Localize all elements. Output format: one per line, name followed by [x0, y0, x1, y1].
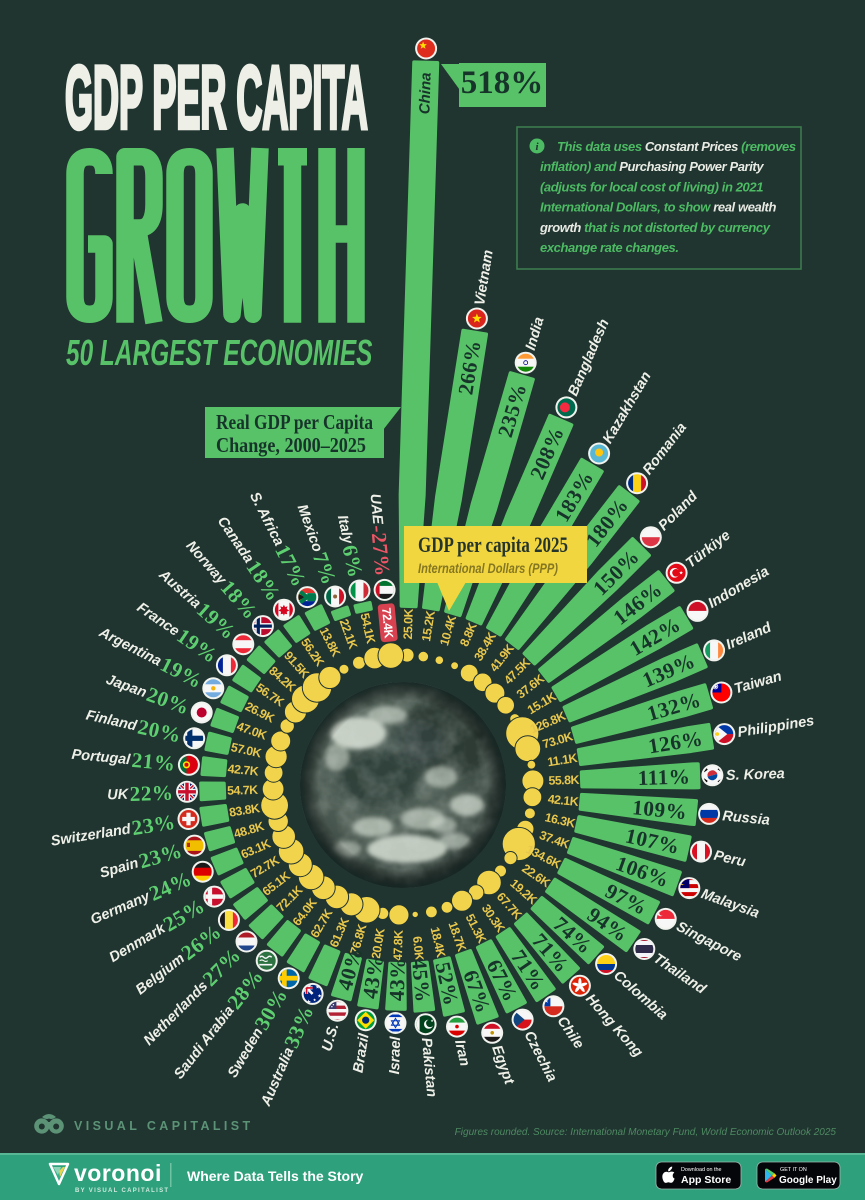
svg-text:20.0K: 20.0K [369, 927, 388, 960]
svg-text:BY VISUAL CAPITALIST: BY VISUAL CAPITALIST [75, 1188, 169, 1194]
svg-text:83.8K: 83.8K [228, 801, 261, 820]
svg-text:54.1K: 54.1K [357, 612, 377, 645]
svg-text:inflation) and Purchasing Powe: inflation) and Purchasing Power Parity [540, 159, 764, 174]
svg-text:voronoi: voronoi [74, 1160, 162, 1186]
svg-text:International Dollars, to show: International Dollars, to show real weal… [540, 200, 776, 215]
svg-text:55.8K: 55.8K [548, 773, 579, 788]
svg-text:43%: 43% [385, 957, 410, 1002]
svg-text:i: i [535, 141, 539, 153]
svg-text:Google Play: Google Play [779, 1175, 837, 1186]
svg-text:GDP per capita 2025: GDP per capita 2025 [418, 532, 568, 557]
svg-text:-27%: -27% [366, 524, 395, 577]
svg-text:Peru: Peru [712, 848, 747, 871]
svg-text:22%: 22% [129, 781, 174, 806]
svg-text:This data uses Constant Prices: This data uses Constant Prices (removes [557, 139, 796, 154]
svg-text:25.0K: 25.0K [401, 608, 416, 639]
svg-text:109%: 109% [631, 795, 688, 824]
svg-text:Figures rounded. Source: Inter: Figures rounded. Source: International M… [455, 1127, 837, 1138]
svg-text:Russia: Russia [722, 808, 771, 828]
svg-text:growth that is not distorted b: growth that is not distorted by currency [539, 220, 771, 235]
svg-text:42.7K: 42.7K [227, 762, 259, 779]
svg-text:Iran: Iran [451, 1038, 472, 1068]
svg-text:11.1K: 11.1K [546, 751, 578, 770]
svg-text:UK: UK [107, 787, 130, 804]
svg-text:42.1K: 42.1K [547, 792, 579, 809]
svg-text:15.2K: 15.2K [419, 610, 438, 643]
svg-text:App Store: App Store [681, 1174, 731, 1186]
svg-text:VISUAL CAPITALIST: VISUAL CAPITALIST [74, 1119, 254, 1133]
svg-text:Israel: Israel [387, 1035, 404, 1074]
svg-text:6.0K: 6.0K [410, 936, 426, 962]
svg-text:50 LARGEST ECONOMIES: 50 LARGEST ECONOMIES [66, 332, 373, 373]
svg-text:18.4K: 18.4K [428, 926, 448, 959]
svg-text:Portugal: Portugal [71, 747, 132, 769]
svg-text:Where Data Tells the Story: Where Data Tells the Story [187, 1168, 364, 1184]
svg-text:45%: 45% [407, 958, 435, 1004]
svg-text:16.3K: 16.3K [543, 810, 576, 830]
svg-text:S. Korea: S. Korea [726, 766, 785, 784]
svg-text:57.0K: 57.0K [230, 740, 263, 760]
svg-text:exchange rate changes.: exchange rate changes. [540, 240, 679, 255]
svg-text:Real GDP per Capita: Real GDP per Capita [216, 410, 373, 434]
svg-text:72.4K: 72.4K [379, 607, 396, 639]
svg-text:Pakistan: Pakistan [418, 1037, 440, 1098]
svg-text:111%: 111% [637, 764, 690, 790]
svg-text:China: China [416, 72, 434, 114]
svg-text:Download on the: Download on the [681, 1167, 721, 1173]
svg-text:Italy: Italy [334, 514, 356, 547]
svg-text:(adjusts for local cost of liv: (adjusts for local cost of living) in 20… [540, 179, 763, 194]
svg-text:UAE: UAE [366, 493, 385, 526]
svg-text:54.7K: 54.7K [227, 783, 258, 798]
svg-text:GET IT ON: GET IT ON [780, 1167, 807, 1173]
svg-text:U.S.: U.S. [319, 1022, 342, 1054]
svg-text:GDP PER CAPITA: GDP PER CAPITA [65, 49, 368, 147]
svg-text:Brazil: Brazil [351, 1032, 373, 1074]
svg-text:47.8K: 47.8K [391, 930, 406, 961]
svg-text:21%: 21% [131, 748, 177, 776]
svg-text:Change, 2000–2025: Change, 2000–2025 [216, 433, 366, 457]
svg-text:518%: 518% [461, 65, 544, 101]
svg-text:International Dollars (PPP): International Dollars (PPP) [418, 560, 558, 576]
